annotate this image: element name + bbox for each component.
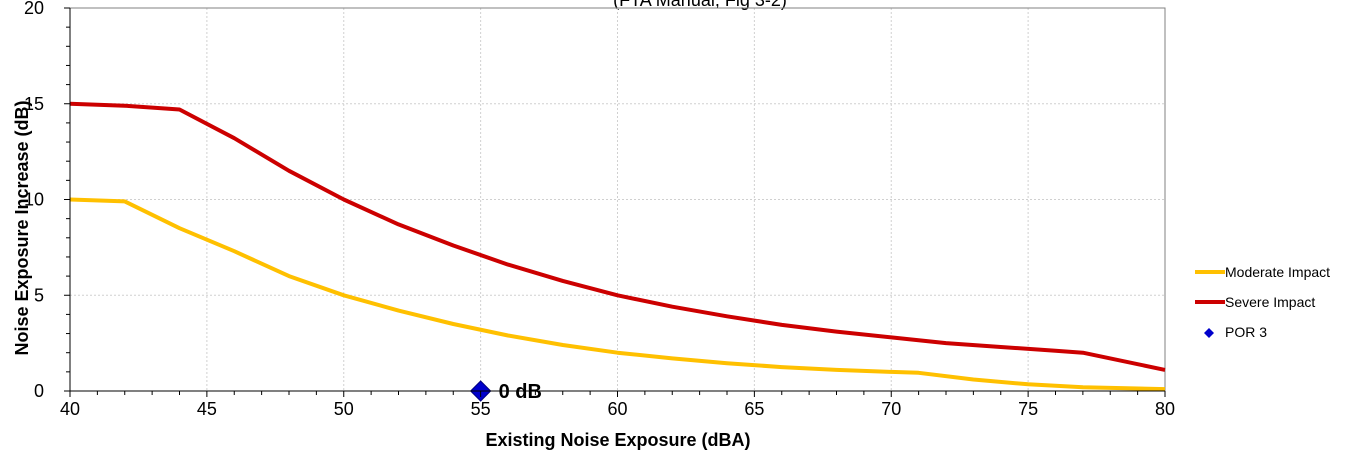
x-tick-label: 70 bbox=[881, 399, 901, 419]
legend-label-severe-impact: Severe Impact bbox=[1225, 294, 1315, 310]
moderate-impact-line bbox=[69, 197, 1166, 392]
legend-label-moderate-impact: Moderate Impact bbox=[1225, 264, 1330, 280]
severe-impact-line bbox=[69, 101, 1166, 372]
series-lines bbox=[69, 101, 1166, 392]
x-tick-label: 40 bbox=[60, 399, 80, 419]
y-ticks: 0 5 10 15 20 bbox=[24, 0, 70, 401]
data-points: 0 dB bbox=[469, 380, 542, 403]
x-axis-title: Existing Noise Exposure (dBA) bbox=[485, 430, 750, 450]
por-3-data-label: 0 dB bbox=[499, 381, 542, 403]
chart-subtitle: (FTA Manual, Fig 3-2) bbox=[613, 0, 787, 10]
x-tick-label: 65 bbox=[744, 399, 764, 419]
legend-swatch-por-3 bbox=[1204, 328, 1214, 338]
y-tick-label: 5 bbox=[34, 285, 44, 305]
y-tick-label: 10 bbox=[24, 190, 44, 210]
legend: Moderate Impact Severe Impact POR 3 bbox=[1195, 264, 1330, 340]
y-tick-label: 20 bbox=[24, 0, 44, 18]
x-tick-label: 55 bbox=[471, 399, 491, 419]
x-tick-label: 45 bbox=[197, 399, 217, 419]
x-tick-label: 50 bbox=[334, 399, 354, 419]
x-ticks: 40 45 50 55 60 65 70 75 80 bbox=[60, 391, 1175, 419]
y-axis-title: Noise Exposure Increase (dB) bbox=[12, 100, 32, 355]
x-tick-label: 80 bbox=[1155, 399, 1175, 419]
y-tick-label: 15 bbox=[24, 94, 44, 114]
x-tick-label: 75 bbox=[1018, 399, 1038, 419]
grid-lines bbox=[70, 8, 1165, 391]
x-tick-label: 60 bbox=[607, 399, 627, 419]
y-tick-label: 0 bbox=[34, 381, 44, 401]
legend-label-por-3: POR 3 bbox=[1225, 324, 1267, 340]
